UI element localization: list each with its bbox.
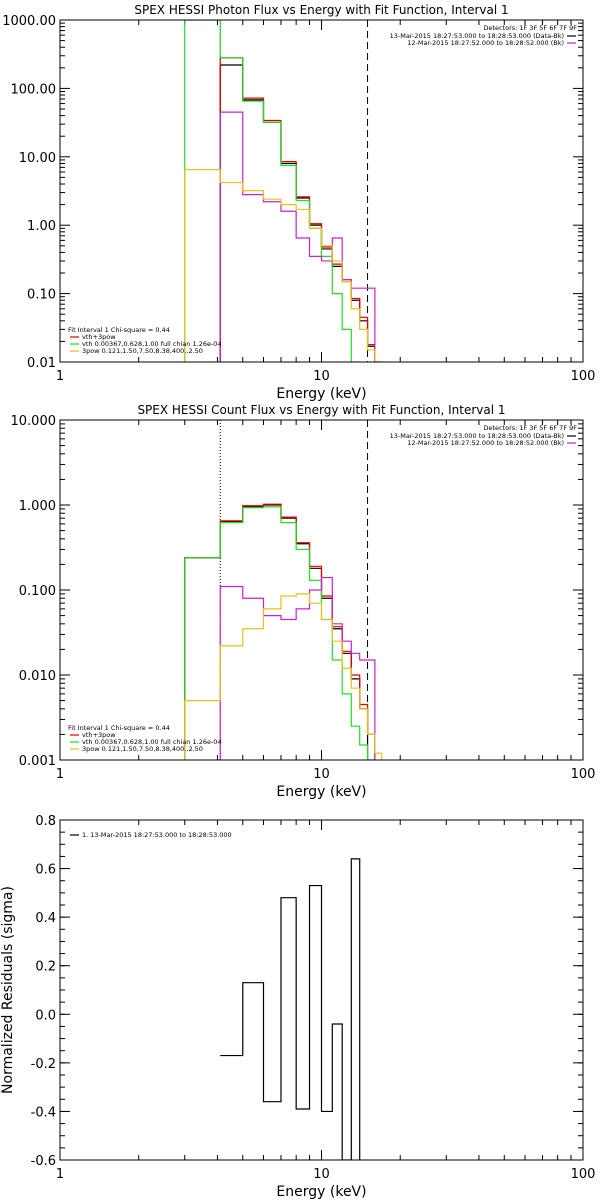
y-tick-label: 10.00 xyxy=(19,151,56,166)
plot-title: SPEX HESSI Photon Flux vs Energy with Fi… xyxy=(134,3,508,17)
series-magenta xyxy=(219,111,376,362)
legend-entry: 3pow 0.121,1.50,7.50,8.38,400.,2.50 xyxy=(82,745,203,753)
y-tick-label: 1000.00 xyxy=(2,14,56,29)
series-black xyxy=(184,504,369,760)
y-tick-label: 0.2 xyxy=(35,960,56,975)
series-yellow xyxy=(184,593,383,760)
y-tick-label: 1.00 xyxy=(27,219,56,234)
y-tick-label: 0.0 xyxy=(35,1008,56,1023)
x-tick-label: 1 xyxy=(56,767,64,782)
legend-entry: 12-Mar-2015 18:27:52.000 to 18:28:52.000… xyxy=(407,39,564,47)
y-tick-label: 100.00 xyxy=(11,82,57,97)
y-tick-label: 0.010 xyxy=(19,669,56,684)
x-axis-label: Energy (keV) xyxy=(276,386,366,402)
residuals-plot: 1 10 100 -0.6 -0.4 -0.2 0.0 0.2 0.4 0.6 0.8 Energy … xyxy=(0,814,595,1200)
series-green xyxy=(184,20,360,362)
series-black xyxy=(219,64,376,362)
y-tick-label: 0.4 xyxy=(35,911,56,926)
legend-entry: 13-Mar-2015 18:27:53.000 to 18:28:53.000… xyxy=(390,432,564,440)
legend-entry: 13-Mar-2015 18:27:53.000 to 18:28:53.000… xyxy=(390,32,564,40)
count-flux-plot: SPEX HESSI Count Flux vs Energy with Fit… xyxy=(11,403,596,800)
legend-detectors: Detectors: 1F 3F 5F 6F 7F 9F xyxy=(483,424,577,432)
y-tick-label: 10.000 xyxy=(11,414,57,429)
x-tick-label: 100 xyxy=(571,369,596,384)
y-tick-label: 0.100 xyxy=(19,584,56,599)
y-tick-label: 0.6 xyxy=(35,863,56,878)
legend-entry: vth 0.00367,0.628,1.00 full chian 1.26e-… xyxy=(82,340,222,348)
legend-fit-header: Fit Interval 1 Chi-square = 0.44 xyxy=(68,326,170,334)
x-tick-label: 100 xyxy=(571,767,596,782)
series-green xyxy=(184,506,375,760)
legend-detectors: Detectors: 1F 3F 5F 6F 7F 9F xyxy=(483,24,577,32)
legend-entry: vth+3pow xyxy=(82,333,116,341)
x-axis-label: Energy (keV) xyxy=(276,784,366,800)
plot-frame xyxy=(59,819,584,1161)
series-black xyxy=(220,858,361,1160)
series-group xyxy=(184,503,383,760)
x-tick-label: 1 xyxy=(56,369,64,384)
y-tick-label: -0.6 xyxy=(31,1154,56,1169)
y-tick-label: 0.01 xyxy=(27,356,56,371)
photon-flux-plot: SPEX HESSI Photon Flux vs Energy with Fi… xyxy=(2,3,595,402)
plot-frame xyxy=(59,19,584,363)
y-tick-label: 0.8 xyxy=(35,814,56,829)
series-yellow xyxy=(184,169,376,362)
x-tick-label: 10 xyxy=(313,369,330,384)
legend-entry: vth 0.00367,0.628,1.00 full chian 1.26e-… xyxy=(82,738,222,746)
x-tick-label: 1 xyxy=(56,1167,64,1182)
legend-entry: 12-Mar-2015 18:27:52.000 to 18:28:52.000… xyxy=(407,439,564,447)
legend-fit-header: Fit Interval 1 Chi-square = 0.44 xyxy=(68,724,170,732)
y-tick-label: 1.000 xyxy=(19,499,56,514)
series-group xyxy=(220,858,361,1160)
x-tick-label: 10 xyxy=(313,1167,330,1182)
legend-entry: 3pow 0.121,1.50,7.50,8.38,400.,2.50 xyxy=(82,347,203,355)
x-tick-label: 10 xyxy=(313,767,330,782)
plot-title: SPEX HESSI Count Flux vs Energy with Fit… xyxy=(137,403,505,417)
x-axis-label: Energy (keV) xyxy=(276,1184,366,1200)
legend-entry: 1. 13-Mar-2015 18:27:53.000 to 18:28:53.… xyxy=(82,831,232,839)
x-tick-label: 100 xyxy=(571,1167,596,1182)
series-magenta xyxy=(219,576,376,760)
y-axis-label: Normalized Residuals (sigma) xyxy=(0,886,16,1094)
plot-frame xyxy=(59,419,584,761)
series-red xyxy=(184,503,376,760)
legend-entry: vth+3pow xyxy=(82,731,116,739)
series-group xyxy=(184,20,382,362)
y-tick-label: 0.001 xyxy=(19,754,56,769)
y-tick-label: -0.2 xyxy=(31,1057,56,1072)
y-tick-label: 0.10 xyxy=(27,288,56,303)
y-tick-label: -0.4 xyxy=(31,1105,56,1120)
